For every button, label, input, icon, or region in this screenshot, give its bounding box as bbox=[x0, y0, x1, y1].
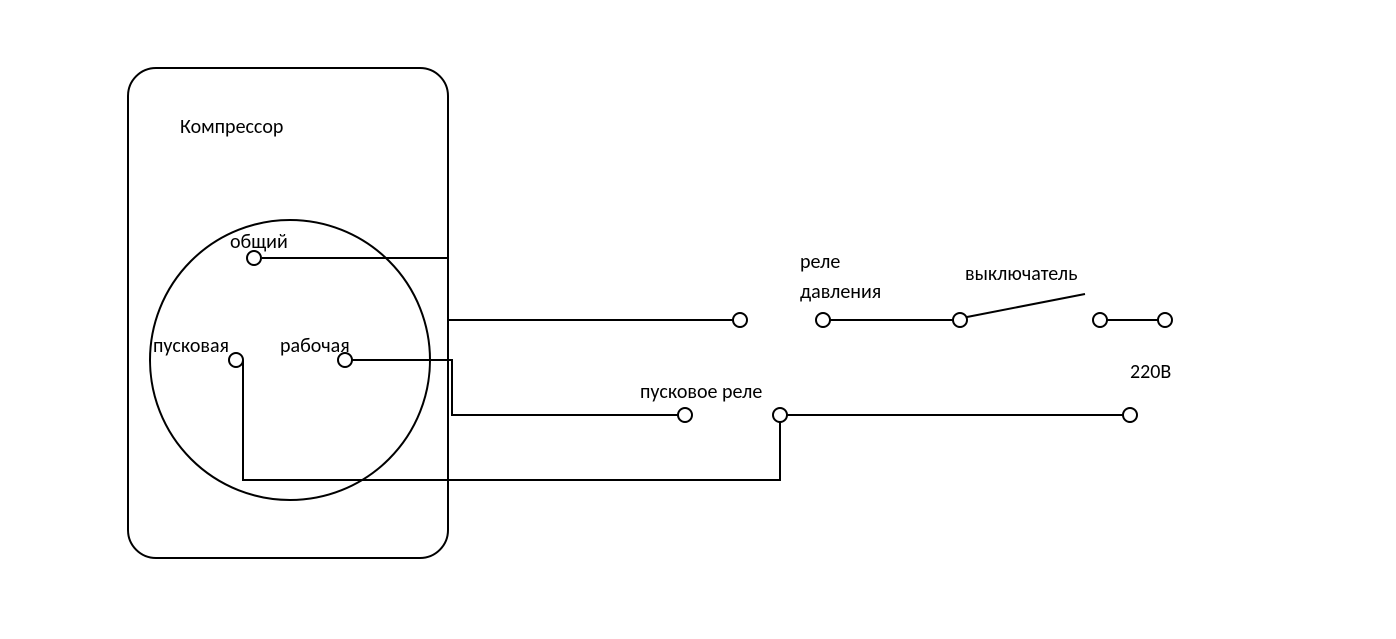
label-pressure-relay-line1: реле bbox=[800, 250, 840, 274]
label-compressor: Компрессор bbox=[180, 115, 283, 139]
wire-starting-to-start-relay-tap bbox=[243, 360, 780, 480]
compressor-box bbox=[128, 68, 448, 558]
terminal-power-top bbox=[1158, 313, 1172, 327]
label-starting: пусковая bbox=[153, 334, 229, 358]
terminal-pressure-relay-right bbox=[816, 313, 830, 327]
terminal-power-bottom bbox=[1123, 408, 1137, 422]
label-switch: выключатель bbox=[965, 262, 1078, 286]
label-voltage: 220В bbox=[1130, 360, 1171, 384]
label-working: рабочая bbox=[280, 334, 350, 358]
label-common: общий bbox=[230, 230, 288, 254]
label-pressure-relay-line2: давления bbox=[800, 280, 881, 304]
terminal-switch-left bbox=[953, 313, 967, 327]
terminal-start-relay-left bbox=[678, 408, 692, 422]
terminal-start-relay-right bbox=[773, 408, 787, 422]
terminal-pressure-relay-left bbox=[733, 313, 747, 327]
schematic-diagram bbox=[0, 0, 1396, 639]
terminal-starting bbox=[229, 353, 243, 367]
label-start-relay: пусковое реле bbox=[640, 380, 762, 404]
switch-arm bbox=[967, 294, 1085, 317]
terminal-switch-right bbox=[1093, 313, 1107, 327]
wire-working-to-start-relay bbox=[352, 360, 678, 415]
wire-common-to-pressure-relay bbox=[262, 258, 733, 320]
